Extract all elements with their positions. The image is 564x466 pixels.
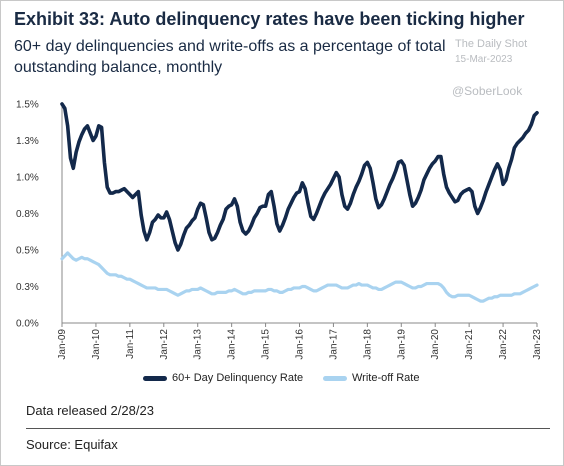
legend-label-writeoff: Write-off Rate <box>352 372 420 384</box>
x-axis: Jan-09 Jan-10 Jan-11 Jan-12 Jan-13 Jan-14 Jan-… <box>57 322 543 360</box>
chart-subtitle: 60+ day delinquencies and write-offs as … <box>14 38 446 76</box>
x-tick-label: Jan-20 <box>430 329 441 360</box>
watermark-brand: The Daily Shot <box>455 38 528 50</box>
x-tick-label: Jan-10 <box>91 329 102 360</box>
legend-item-delinquency: 60+ Day Delinquency Rate <box>143 372 303 384</box>
chart-title: Exhibit 33: Auto delinquency rates have … <box>14 9 525 29</box>
x-tick-label: Jan-13 <box>193 329 204 360</box>
data-released-note: Data released 2/28/23 <box>26 403 154 418</box>
x-tick-label: Jan-21 <box>464 329 475 360</box>
y-tick-label: 1.5% <box>16 100 39 111</box>
series-line-delinquency <box>60 102 539 252</box>
x-tick-label: Jan-09 <box>57 329 68 360</box>
x-tick-label: Jan-17 <box>328 329 339 360</box>
legend-item-writeoff: Write-off Rate <box>323 372 419 384</box>
footer-divider <box>26 428 550 429</box>
legend-swatch-writeoff <box>323 375 347 381</box>
y-tick-label: 1.3% <box>16 136 39 147</box>
x-tick-label: Jan-18 <box>362 329 373 360</box>
series-layer <box>60 102 539 303</box>
line-chart: 0.0% 0.3% 0.5% 0.8% 1.0% 1.3% 1.5% Jan-09 Jan-1… <box>16 100 543 360</box>
x-tick-label: Jan-15 <box>261 329 272 360</box>
x-tick-label: Jan-11 <box>125 329 136 359</box>
y-axis: 0.0% 0.3% 0.5% 0.8% 1.0% 1.3% 1.5% <box>16 100 63 330</box>
legend-swatch-delinquency <box>143 375 167 381</box>
x-tick-label: Jan-16 <box>295 329 306 360</box>
x-tick-label: Jan-23 <box>532 329 543 360</box>
series-line-writeoff <box>60 251 539 303</box>
x-tick-label: Jan-19 <box>396 329 407 360</box>
y-tick-label: 1.0% <box>16 173 39 184</box>
watermark-handle: @SoberLook <box>452 84 523 98</box>
y-tick-label: 0.0% <box>16 319 39 330</box>
y-tick-label: 0.8% <box>16 209 39 220</box>
legend-label-delinquency: 60+ Day Delinquency Rate <box>172 372 304 384</box>
y-tick-label: 0.3% <box>16 282 39 293</box>
x-tick-label: Jan-14 <box>227 329 238 360</box>
source-note: Source: Equifax <box>26 437 118 452</box>
watermark-date: 15-Mar-2023 <box>455 54 513 65</box>
x-tick-label: Jan-22 <box>498 329 509 360</box>
y-tick-label: 0.5% <box>16 246 39 257</box>
x-tick-label: Jan-12 <box>159 329 170 360</box>
